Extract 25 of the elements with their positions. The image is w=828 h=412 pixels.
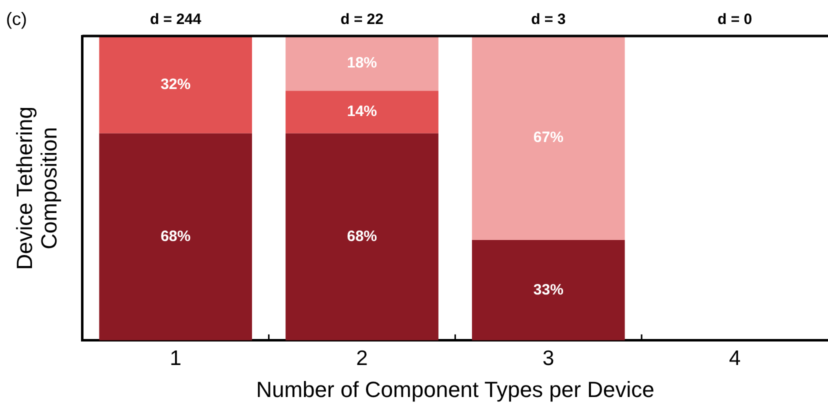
data-label: 14% <box>346 103 378 120</box>
x-tick-label: 3 <box>542 346 554 370</box>
data-label: 68% <box>346 228 378 246</box>
data-label: 68% <box>160 228 191 246</box>
bar <box>99 36 252 134</box>
bar <box>472 240 625 340</box>
bar <box>286 36 438 91</box>
data-label: 67% <box>533 129 564 146</box>
y-axis-title: Device Tethering Composition <box>12 106 62 270</box>
text: d = 22 <box>340 11 384 28</box>
text: d = 244 <box>150 11 202 28</box>
bar <box>99 133 252 340</box>
text: d = 3 <box>531 11 566 28</box>
text: d = 0 <box>717 11 752 28</box>
bar <box>472 36 625 240</box>
bar <box>286 133 438 340</box>
data-label: 33% <box>533 281 564 298</box>
data-label: 18% <box>346 54 378 72</box>
x-tick-label: 2 <box>356 346 368 370</box>
x-axis-title: Number of Component Types per Device <box>256 376 654 402</box>
data-label: 32% <box>160 76 191 93</box>
bar <box>286 90 438 134</box>
x-tick-label: 1 <box>170 346 182 370</box>
x-tick-label: 4 <box>728 346 741 370</box>
text: (c) <box>6 8 27 29</box>
